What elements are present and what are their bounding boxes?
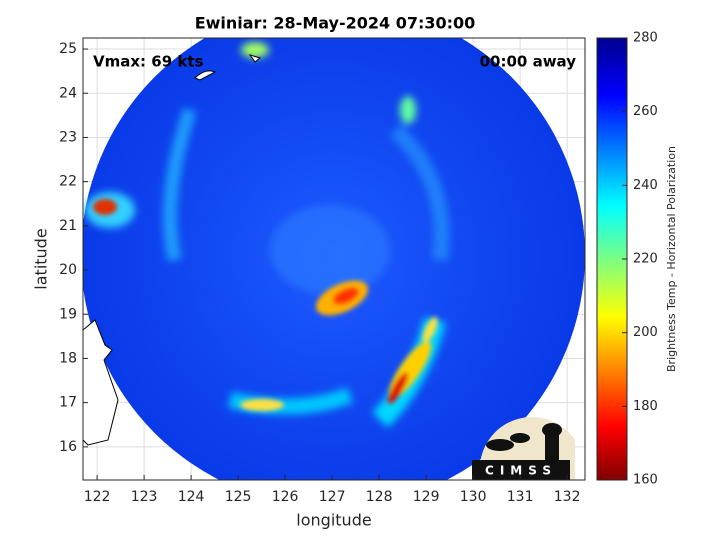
x-tick-label: 132 [554, 489, 581, 505]
x-tick-label: 123 [131, 489, 158, 505]
time-annotation: 00:00 away [480, 53, 577, 71]
y-tick-label: 17 [59, 395, 77, 411]
colorbar-tick-label: 280 [633, 31, 658, 46]
x-tick-label: 131 [507, 489, 534, 505]
x-tick-label: 127 [319, 489, 346, 505]
y-tick-label: 16 [59, 439, 77, 455]
colorbar-tick-label: 240 [633, 178, 658, 193]
y-tick-label: 25 [59, 41, 77, 57]
x-tick-label: 128 [366, 489, 393, 505]
colorbar-tick-label: 220 [633, 252, 658, 267]
satellite-image [83, 38, 585, 480]
y-tick-label: 18 [59, 350, 77, 366]
colorbar-tick-label: 180 [633, 399, 658, 414]
x-axis-label: longitude [296, 511, 371, 530]
y-axis-label: latitude [32, 228, 51, 289]
colorbar-tick-label: 200 [633, 325, 658, 340]
y-tick-label: 20 [59, 262, 77, 278]
x-tick-label: 129 [413, 489, 440, 505]
y-tick-label: 24 [59, 85, 77, 101]
x-tick-label: 125 [225, 489, 252, 505]
x-tick-label: 124 [178, 489, 205, 505]
y-tick-label: 22 [59, 174, 77, 190]
logo-text: CIMSS [485, 464, 557, 478]
plot-frame [82, 37, 586, 481]
colorbar-label: Brightness Temp - Horizontal Polarizatio… [665, 146, 678, 372]
colorbar-tick-label: 160 [633, 473, 658, 488]
vmax-annotation: Vmax: 69 kts [93, 53, 203, 71]
y-tick-label: 19 [59, 306, 77, 322]
chart-title: Ewiniar: 28-May-2024 07:30:00 [195, 14, 476, 33]
x-tick-label: 126 [272, 489, 299, 505]
y-tick-label: 23 [59, 129, 77, 145]
colorbar-tick-label: 260 [633, 104, 658, 119]
cimss-logo: CIMSS [472, 417, 575, 480]
y-tick-label: 21 [59, 218, 77, 234]
x-tick-label: 130 [460, 489, 487, 505]
x-tick-label: 122 [84, 489, 111, 505]
